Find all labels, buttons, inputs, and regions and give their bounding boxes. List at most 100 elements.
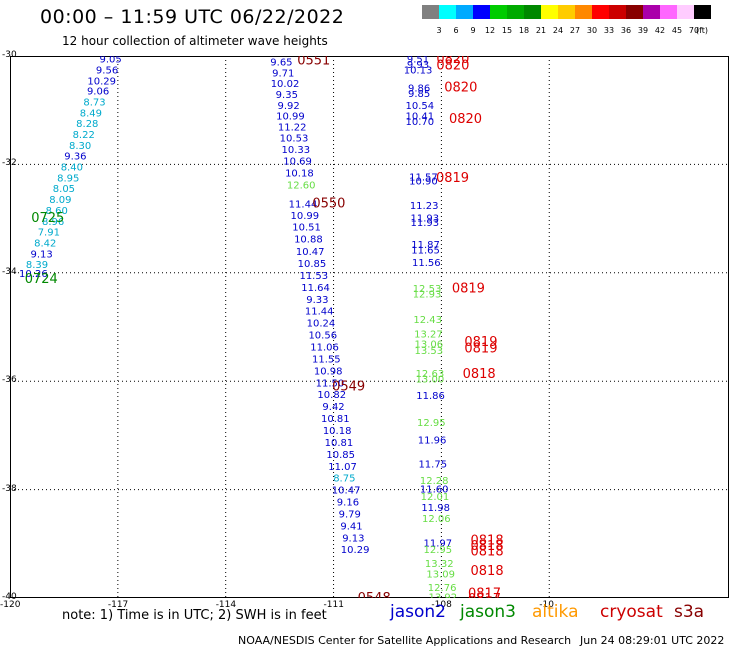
swh-value-label: 10.81: [325, 438, 354, 449]
time-label: 0820: [449, 112, 482, 127]
y-tick-label: -40: [2, 592, 17, 602]
time-label: 0818: [471, 539, 504, 554]
legend-note: note: 1) Time is in UTC; 2) SWH is in fe…: [62, 608, 327, 623]
time-label: 0819: [436, 171, 469, 186]
y-tick-label: -32: [2, 158, 17, 169]
swh-value-label: 10.70: [406, 117, 435, 128]
swh-value-label: 8.40: [61, 163, 83, 174]
swh-value-label: 11.50: [316, 378, 345, 389]
time-label: 0818: [471, 564, 504, 579]
colorbar-swatch: [677, 5, 694, 19]
time-label: 0819: [464, 342, 497, 357]
colorbar-swatch: [507, 5, 524, 19]
colorbar-swatch: [422, 5, 439, 19]
swh-value-label: 11.96: [418, 436, 447, 447]
swh-value-label: 10.18: [323, 426, 352, 437]
swh-value-label: 12.06: [422, 514, 451, 525]
colorbar-swatch: [592, 5, 609, 19]
y-tick-label: -34: [2, 266, 17, 277]
swh-value-label: 12.95: [417, 418, 446, 429]
colorbar-label: 27: [569, 26, 581, 35]
swh-value-label: 11.93: [411, 214, 440, 225]
swh-value-label: 9.13: [31, 249, 53, 260]
colorbar-label: 6: [453, 26, 459, 35]
legend-jason3: jason3: [460, 602, 516, 622]
colorbar-label: 42: [654, 26, 666, 35]
swh-value-label: 9.85: [408, 89, 430, 100]
x-tick-label: -111: [323, 600, 344, 610]
swh-value-label: 11.93: [411, 218, 440, 229]
swh-value-label: 11.75: [418, 460, 447, 471]
time-label: 0820: [444, 80, 477, 95]
swh-value-label: 8.42: [34, 238, 56, 249]
swh-value-label: 11.55: [312, 354, 341, 365]
swh-value-label: 8.75: [333, 474, 355, 485]
swh-value-label: 10.26: [19, 269, 48, 280]
swh-value-label: 8.49: [80, 108, 102, 119]
swh-value-label: 10.13: [404, 66, 433, 77]
swh-value-label: 12.60: [287, 180, 316, 191]
swh-value-label: 8.95: [57, 173, 79, 184]
swh-value-label: 11.98: [421, 503, 450, 514]
time-label: 0819: [452, 281, 485, 296]
swh-value-label: 13.32: [425, 559, 454, 570]
swh-value-label: 10.53: [280, 133, 309, 144]
swh-value-label: 10.81: [321, 414, 350, 425]
swh-value-label: 10.98: [314, 366, 343, 377]
swh-value-label: 12.43: [413, 315, 442, 326]
swh-value-label: 8.22: [73, 130, 95, 141]
swh-value-label: 9.41: [340, 521, 362, 532]
swh-value-label: 11.06: [310, 343, 339, 354]
time-label: 0818: [471, 544, 504, 559]
swh-value-label: 12.28: [420, 476, 449, 487]
colorbar-label: 30: [586, 26, 598, 35]
swh-value-label: 8.60: [46, 206, 68, 217]
swh-value-label: 9.13: [342, 533, 364, 544]
y-tick-label: -30: [2, 50, 17, 60]
swh-value-label: 12.53: [413, 284, 442, 295]
swh-value-label: 9.51: [407, 56, 429, 66]
swh-value-label: 11.97: [423, 539, 452, 550]
x-tick-label: -117: [107, 600, 129, 610]
swh-value-label: 10.29: [341, 545, 370, 556]
colorbar-label: 45: [671, 26, 683, 35]
swh-value-label: 10.85: [326, 450, 355, 461]
swh-value-label: 9.33: [306, 295, 328, 306]
legend-jason2: jason2: [390, 602, 446, 622]
footer-timestamp: Jun 24 08:29:01 UTC 2022: [580, 634, 725, 647]
swh-value-label: 8.09: [49, 195, 71, 206]
swh-value-label: 11.44: [289, 199, 318, 210]
swh-value-label: 11.87: [411, 240, 440, 251]
swh-value-label: 13.27: [414, 330, 443, 341]
swh-value-label: 10.99: [290, 211, 319, 222]
colorbar-label: 33: [603, 26, 615, 35]
swh-value-label: 11.23: [410, 201, 439, 212]
time-label: 0820: [436, 59, 469, 74]
colorbar-swatch: [643, 5, 660, 19]
swh-value-label: 9.05: [100, 56, 122, 66]
swh-value-label: 9.86: [408, 83, 430, 94]
colorbar-swatch: [558, 5, 575, 19]
colorbar-swatch: [490, 5, 507, 19]
swh-value-label: 12.95: [423, 545, 452, 556]
swh-value-label: 8.39: [26, 260, 48, 271]
colorbar-label: 3: [436, 26, 442, 35]
plot-svg: 9.059.5610.299.068.738.498.288.228.309.3…: [10, 52, 729, 607]
swh-value-label: 11.65: [411, 245, 440, 256]
swh-value-label: 12.76: [428, 583, 457, 594]
swh-value-label: 10.56: [308, 331, 337, 342]
swh-value-label: 8.28: [76, 119, 98, 130]
swh-value-label: 9.42: [322, 402, 344, 413]
swh-value-label: 10.18: [285, 169, 314, 180]
swh-value-label: 11.44: [305, 307, 334, 318]
colorbar-swatch: [626, 5, 643, 19]
plot-area: 9.05 9.56 10.29 9.06 8.73 8.49 8.28 8.22 8.30 9.3…: [0, 50, 729, 610]
legend-cryosat: cryosat: [600, 602, 663, 622]
swh-value-label: 11.57: [409, 172, 438, 183]
swh-value-label: 11.56: [412, 258, 441, 269]
y-tick-label: -36: [2, 375, 17, 386]
footer-credit: NOAA/NESDIS Center for Satellite Applica…: [238, 634, 572, 647]
colorbar-swatch: [473, 5, 490, 19]
time-label: 0551: [297, 56, 330, 68]
swh-value-label: 8.30: [69, 141, 91, 152]
